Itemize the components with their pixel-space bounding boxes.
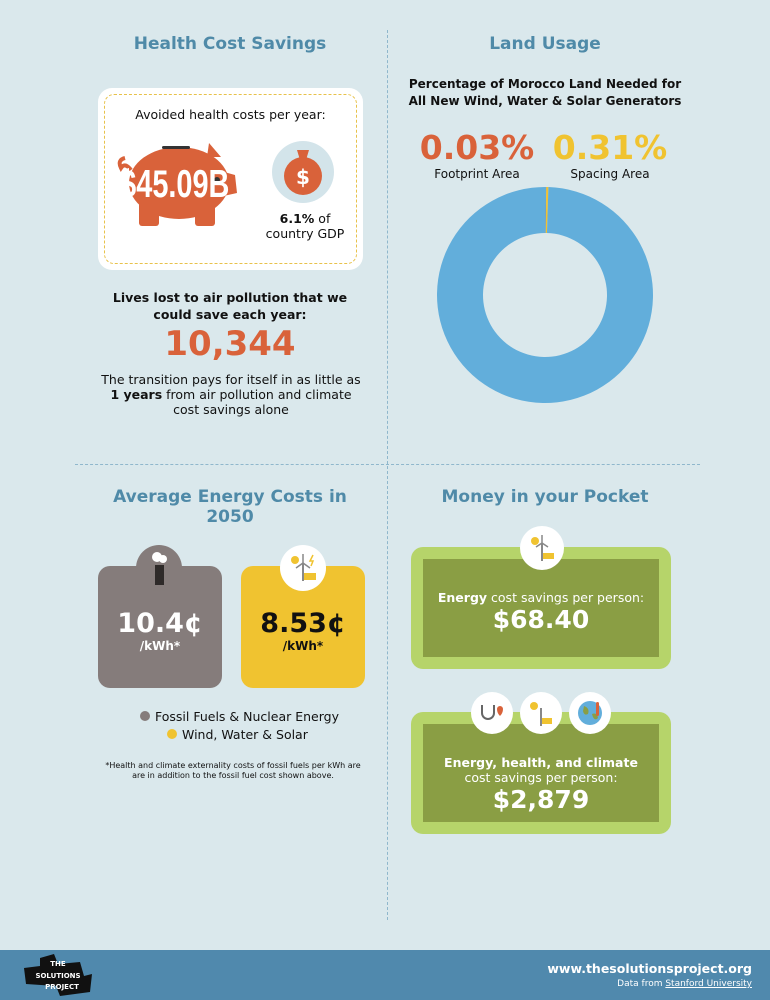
health-title: Health Cost Savings <box>133 34 327 54</box>
stethoscope-heart-icon <box>471 692 513 734</box>
spacing-value: 0.31% <box>552 128 668 167</box>
footprint-value: 0.03% <box>419 128 535 167</box>
wws-unit: /kWh* <box>282 639 324 653</box>
globe-thermometer-icon <box>569 692 611 734</box>
footnote: *Health and climate externality costs of… <box>105 761 361 780</box>
piggy-bank-icon: $45.09B <box>117 143 237 226</box>
lives-value: 10,344 <box>164 324 296 364</box>
total-savings-value: $2,879 <box>492 785 590 814</box>
footprint-label: Footprint Area <box>434 167 520 181</box>
svg-text:SOLUTIONS: SOLUTIONS <box>35 972 80 980</box>
fossil-unit: /kWh* <box>139 639 181 653</box>
costs-title: Average Energy Costs in 2050 <box>113 487 347 527</box>
vertical-divider <box>387 30 388 920</box>
pocket-title: Money in your Pocket <box>441 487 649 507</box>
footer: THE SOLUTIONS PROJECT www.thesolutionspr… <box>0 950 770 1000</box>
wws-value: 8.53¢ <box>260 608 346 639</box>
payback-text: The transition pays for itself in as lit… <box>101 372 361 417</box>
legend-wws: Wind, Water & Solar <box>167 727 308 742</box>
energy-savings-value: $68.40 <box>492 605 590 634</box>
donut-slice-spacing <box>545 187 549 234</box>
card-label: Avoided health costs per year: <box>135 107 326 122</box>
smokestack-icon <box>136 545 182 591</box>
lives-label: Lives lost to air pollution that we coul… <box>112 290 348 322</box>
horizontal-divider <box>75 464 700 465</box>
svg-text:$: $ <box>296 165 310 189</box>
land-subtitle: Percentage of Morocco Land Needed for Al… <box>408 77 682 108</box>
health-card: Avoided health costs per year: $45.09B $… <box>98 88 363 270</box>
renewables-icon <box>280 545 326 591</box>
land-donut-chart <box>437 187 653 404</box>
svg-text:THE: THE <box>50 960 66 968</box>
land-title: Land Usage <box>489 34 601 54</box>
stanford-link[interactable]: Stanford University <box>665 979 752 989</box>
data-source: Data from Stanford University <box>617 979 752 989</box>
website-link[interactable]: www.thesolutionsproject.org <box>547 961 752 976</box>
spacing-label: Spacing Area <box>570 167 650 181</box>
savings-amount: $45.09B <box>120 163 229 206</box>
fossil-value: 10.4¢ <box>117 608 203 639</box>
energy-savings-bill: Energy cost savings per person: $68.40 <box>411 547 671 669</box>
donut-slice-rest <box>437 187 653 404</box>
renewables-icon <box>520 692 562 734</box>
svg-text:PROJECT: PROJECT <box>45 983 79 991</box>
solutions-project-logo: THE SOLUTIONS PROJECT <box>24 954 92 996</box>
legend-fossil: Fossil Fuels & Nuclear Energy <box>140 709 339 724</box>
gdp-share: 6.1% of country GDP <box>265 211 345 241</box>
money-bag-icon: $ <box>272 141 334 203</box>
renewables-icon <box>520 526 564 570</box>
